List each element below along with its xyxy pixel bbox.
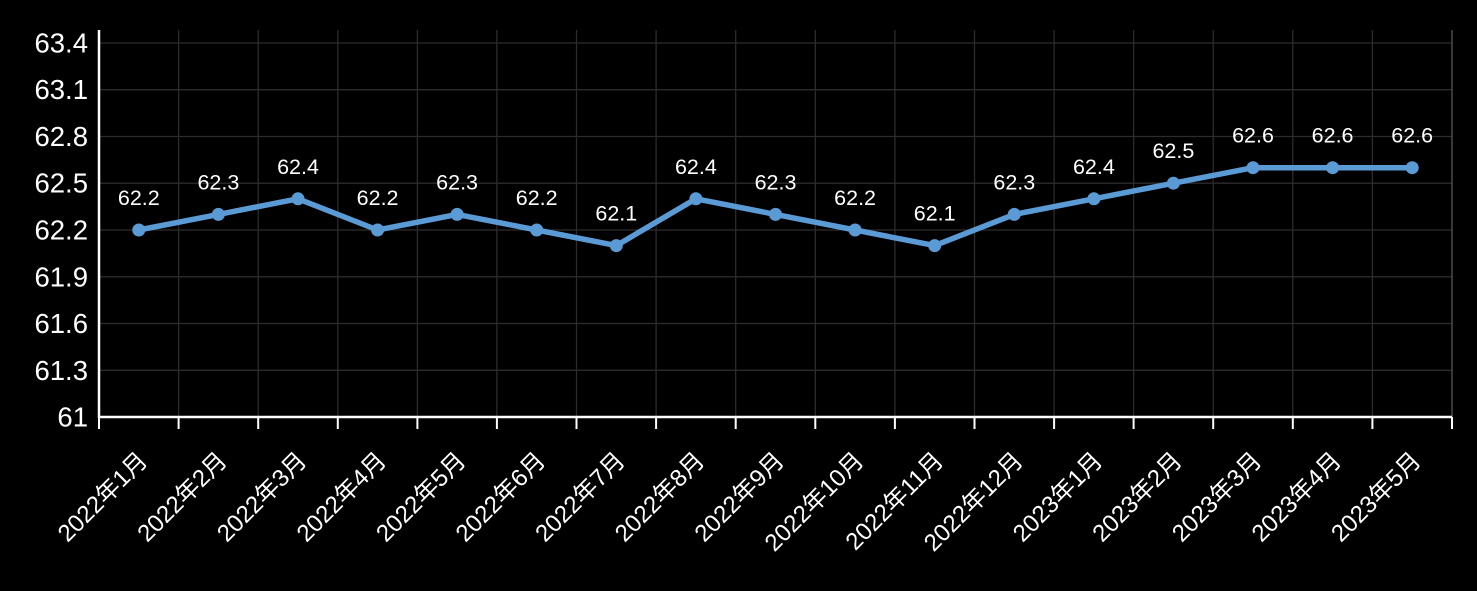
data-point-marker [1087,192,1101,206]
data-label: 62.4 [675,155,717,179]
data-point-marker [689,192,703,206]
data-point-marker [609,239,623,253]
data-label: 62.4 [1073,155,1115,179]
data-label: 62.3 [197,170,239,194]
y-axis-tick-label: 61.6 [34,308,88,339]
data-point-marker [928,239,942,253]
y-axis-tick-label: 62.5 [34,168,88,199]
y-axis-tick-label: 61 [57,402,88,433]
data-label: 62.6 [1391,124,1433,148]
data-point-marker [291,192,305,206]
data-point-marker [848,223,862,237]
data-label: 62.1 [595,202,637,226]
data-point-marker [450,207,464,221]
data-point-marker [1326,161,1340,175]
y-axis-tick-label: 61.9 [34,261,88,292]
data-point-marker [211,207,225,221]
y-axis-tick-label: 61.3 [34,355,88,386]
data-point-marker [530,223,544,237]
data-point-marker [1246,161,1260,175]
y-axis-tick-label: 63.1 [34,74,88,105]
data-label: 62.3 [755,170,797,194]
data-label: 62.2 [834,186,876,210]
data-label: 62.1 [914,202,956,226]
data-label: 62.2 [516,186,558,210]
data-label: 62.6 [1232,124,1274,148]
y-axis-tick-label: 62.8 [34,121,88,152]
data-point-marker [132,223,146,237]
data-label: 62.3 [436,170,478,194]
data-point-marker [1007,207,1021,221]
data-point-marker [1405,161,1419,175]
data-point-marker [371,223,385,237]
data-label: 62.5 [1152,139,1194,163]
data-label: 62.2 [357,186,399,210]
data-label: 62.3 [993,170,1035,194]
data-point-marker [769,207,782,221]
y-axis-tick-label: 63.4 [34,28,88,59]
y-axis-tick-label: 62.2 [34,215,88,246]
data-label: 62.6 [1312,124,1354,148]
data-label: 62.4 [277,155,319,179]
data-point-marker [1166,176,1180,190]
data-label: 62.2 [118,186,160,210]
